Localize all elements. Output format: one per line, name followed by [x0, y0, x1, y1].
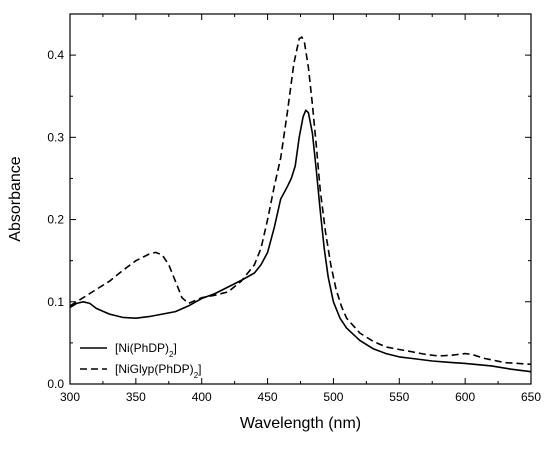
- y-axis-title: Absorbance: [7, 156, 24, 241]
- plot-frame: [69, 13, 532, 385]
- series-line-1: [69, 109, 532, 373]
- x-axis: 300 350 400 450 500 550 600 650: [60, 14, 541, 404]
- y-tick-label: 0.2: [47, 213, 64, 227]
- x-axis-title: Wavelength (nm): [240, 415, 361, 432]
- x-tick-label: 550: [389, 390, 409, 404]
- x-tick-label: 350: [126, 390, 146, 404]
- y-tick-label: 0.4: [47, 48, 64, 62]
- x-tick-label: 300: [60, 390, 80, 404]
- y-tick-label: 0.1: [47, 295, 64, 309]
- legend-label: [NiGlyp(PhDP)2]: [115, 362, 201, 380]
- y-axis: 0.0 0.1 0.2 0.3 0.4: [47, 13, 531, 391]
- y-tick-label: 0.0: [47, 377, 64, 391]
- y-tick-label: 0.3: [47, 130, 64, 144]
- x-tick-label: 400: [192, 390, 212, 404]
- x-tick-label: 600: [455, 390, 475, 404]
- legend: [Ni(PhDP)2] [NiGlyp(PhDP)2]: [80, 341, 201, 380]
- plot-area: [69, 13, 532, 385]
- x-tick-label: 500: [323, 390, 343, 404]
- legend-label: [Ni(PhDP)2]: [115, 341, 177, 359]
- series-line-2: [69, 36, 532, 366]
- x-tick-label: 650: [521, 390, 541, 404]
- x-tick-label: 450: [258, 390, 278, 404]
